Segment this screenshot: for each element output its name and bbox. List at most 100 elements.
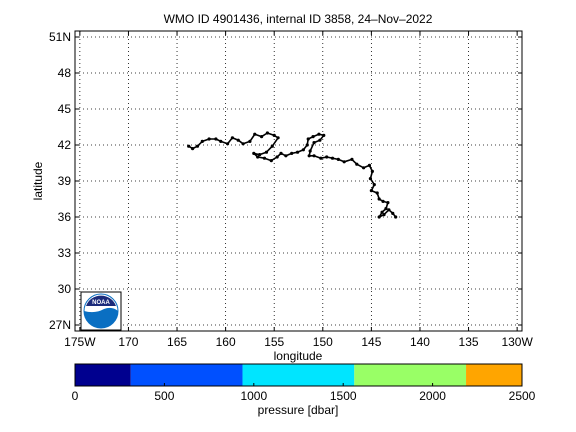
track-point [355,162,359,166]
track-point [295,150,300,154]
track-point [362,166,366,170]
noaa-logo-icon: NOAA [80,291,122,331]
track-point [391,211,395,215]
track-point [372,183,376,187]
y-tick-label: 36 [58,210,72,224]
track-point [270,144,274,148]
track-point [301,148,305,152]
track-point [311,135,315,139]
track-point [230,136,235,140]
track-point [330,156,335,160]
track-line [188,132,397,218]
track-point [262,156,267,160]
track-point [387,208,391,212]
plot-area: 175W 170 165 160 155 150 145 140 135 130W 27N 30 33… [49,30,533,349]
track-point [241,142,245,146]
y-tick-label: 48 [58,66,72,80]
track-point [252,151,256,155]
y-tick-label: 45 [58,102,72,116]
track-point [276,136,280,140]
track-point [190,147,195,151]
y-tick-label: 33 [58,246,72,260]
track-point [377,215,381,219]
float-track [187,131,398,219]
y-axis-label: latitude [31,161,45,200]
track-point [248,139,252,143]
track-point [394,215,398,219]
track-point [214,137,218,141]
track-point [219,139,223,143]
logo-text: NOAA [92,300,110,306]
x-tick-label: 130W [501,335,533,349]
x-tick-label: 155 [264,335,284,349]
track-point [375,191,379,195]
track-point [370,169,374,173]
colorbar: 0 500 1000 1500 2000 2500 pressure [dbar] [72,363,536,417]
colorbar-tick-label: 2000 [419,389,446,403]
y-axis-ticks: 27N 30 33 36 39 42 45 48 51N [49,30,522,332]
axes-background [75,31,522,331]
y-tick-label: 39 [58,174,72,188]
track-point [264,150,269,154]
track-point [384,207,388,211]
track-point [319,156,323,160]
colorbar-frame [74,363,523,387]
grid-lines [75,31,522,331]
track-point [207,137,211,141]
track-point [380,210,384,214]
track-point [258,153,262,157]
colorbar-label: pressure [dbar] [258,403,339,417]
track-point [290,151,294,155]
x-tick-label: 175W [64,335,96,349]
x-tick-label: 135 [459,335,479,349]
track-point [265,131,270,135]
track-point [284,154,288,158]
colorbar-segment [242,364,355,386]
x-axis-label: longitude [274,349,323,363]
colorbar-segment [354,364,467,386]
track-point [275,155,279,159]
logo-sky [86,295,116,306]
colorbar-segment [130,364,243,386]
logo-wave [84,307,118,328]
track-point [308,149,312,153]
track-point [318,138,322,142]
y-tick-label: 27N [49,318,71,332]
x-tick-label: 140 [410,335,430,349]
track-point [195,144,200,148]
track-point [279,151,283,155]
x-tick-label: 165 [167,335,187,349]
y-tick-label: 30 [58,282,72,296]
track-point [386,201,390,205]
track-point [236,138,240,142]
track-point [312,141,316,145]
colorbar-tick-label: 0 [72,389,79,403]
y-tick-label: 42 [58,138,72,152]
track-point [317,132,321,136]
track-point [325,155,329,159]
track-point [272,133,276,137]
track-point [382,213,386,217]
y-tick-label: 51N [49,30,71,44]
x-tick-label: 150 [313,335,333,349]
track-point [381,199,385,203]
track-point [200,139,204,143]
track-point [336,157,340,161]
x-tick-label: 145 [361,335,381,349]
colorbar-segment [466,364,522,386]
track-point [312,154,316,158]
track-point [350,157,354,161]
colorbar-tick-label: 2500 [509,389,536,403]
track-point [259,135,264,139]
track-point [225,142,230,146]
colorbar-tick-label: 1000 [240,389,267,403]
track-point [307,154,311,158]
chart-title: WMO ID 4901436, internal ID 3858, 24–Nov… [164,12,433,26]
x-axis-ticks: 175W 170 165 160 155 150 145 140 135 130W [64,31,533,349]
track-point [367,163,372,167]
track-point [369,189,373,193]
x-tick-label: 170 [118,335,138,349]
track-point [269,159,273,163]
x-tick-label: 160 [216,335,236,349]
